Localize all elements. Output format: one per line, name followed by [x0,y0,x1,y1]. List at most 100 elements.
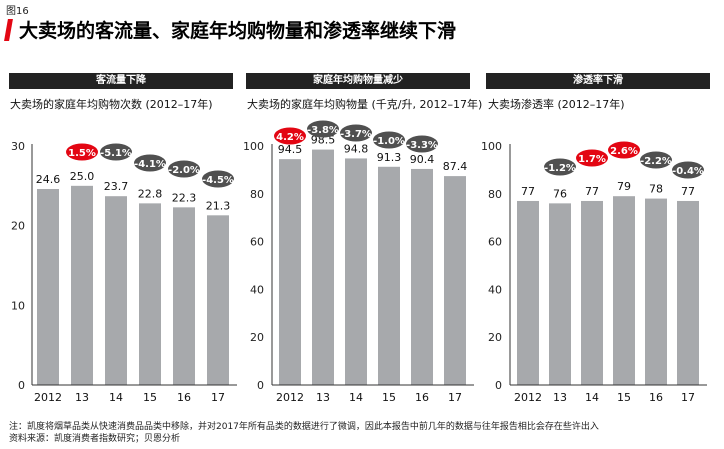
figure-label: 图16 [6,6,29,17]
x-tick-label: 15 [617,391,631,404]
x-tick-label: 2012 [34,391,62,404]
decline-bubble [168,160,200,178]
x-tick-label: 17 [681,391,695,404]
y-tick-label: 10 [11,299,25,312]
change-label: -1.0% [373,136,405,147]
data-label: 25.0 [70,170,95,183]
x-tick-label: 15 [143,391,157,404]
panel-2-header: 家庭年均购物量减少 [246,73,470,89]
x-tick-label: 2012 [514,391,542,404]
y-tick-label: 100 [243,140,264,153]
bar [105,196,127,385]
bar [581,200,603,385]
data-label: 76 [553,187,567,200]
y-tick-label: 40 [250,283,264,296]
change-label: -4.1% [134,159,166,170]
change-label: -3.3% [406,140,438,151]
bar [549,203,571,385]
y-tick-label: 20 [250,331,264,344]
data-label: 78 [649,183,663,196]
y-tick-label: 20 [488,331,502,344]
decline-bubble [307,120,339,138]
x-tick-label: 17 [448,391,462,404]
bar [173,207,195,385]
y-tick-label: 40 [488,283,502,296]
bar [378,166,400,385]
bar [312,149,334,385]
decline-bubble [340,124,372,142]
x-tick-label: 14 [349,391,363,404]
x-tick-label: 13 [75,391,89,404]
change-label: 4.2% [276,132,304,143]
footnote: 注：凯度将烟草品类从快速消费品品类中移除，并对2017年所有品类的数据进行了微调… [9,422,599,432]
x-tick-label: 2012 [276,391,304,404]
x-tick-label: 16 [415,391,429,404]
figure-title: 大卖场的客流量、家庭年均购物量和渗透率继续下滑 [19,20,457,42]
x-tick-label: 13 [553,391,567,404]
decline-bubble [544,158,576,176]
panel-3-header: 渗透率下滑 [486,73,710,89]
x-tick-label: 17 [211,391,225,404]
bar [279,159,301,385]
y-tick-label: 0 [18,379,25,392]
data-label: 90.4 [410,153,435,166]
data-label: 22.8 [138,187,163,200]
x-tick-label: 16 [649,391,663,404]
change-label: -2.2% [640,156,672,167]
change-label: -3.7% [340,129,372,140]
data-label: 77 [585,185,599,198]
data-label: 24.6 [36,173,61,186]
panel-3-subtitle: 大卖场渗透率 (2012–17年) [488,98,625,111]
y-tick-label: 60 [250,236,264,249]
data-label: 94.8 [344,142,369,155]
decline-bubble [134,154,166,172]
x-tick-label: 16 [177,391,191,404]
data-label: 79 [617,180,631,193]
panel-1-subtitle: 大卖场的家庭年均购物次数 (2012–17年) [10,98,213,111]
x-tick-label: 13 [316,391,330,404]
bar [37,189,59,385]
y-tick-label: 60 [488,236,502,249]
change-label: -5.1% [100,148,132,159]
y-tick-label: 20 [11,220,25,233]
decline-bubble [640,151,672,169]
decline-bubble [373,131,405,149]
data-label: 77 [681,185,695,198]
change-label: 1.7% [578,154,606,165]
bar [444,176,466,385]
decline-bubble [100,143,132,161]
panel-1-header: 客流量下降 [9,73,233,89]
decline-bubble [202,170,234,188]
bar [139,203,161,385]
y-tick-label: 30 [11,140,25,153]
change-label: -0.4% [672,166,704,177]
x-tick-label: 15 [382,391,396,404]
bar [207,215,229,385]
data-label: 21.3 [206,199,231,212]
change-label: -3.8% [307,125,339,136]
bar [517,200,539,385]
x-tick-label: 14 [109,391,123,404]
data-label: 77 [521,185,535,198]
source-note: 资料来源：凯度消费者指数研究；贝恩分析 [9,434,181,444]
bar [71,185,93,385]
change-label: 1.5% [68,148,96,159]
data-label: 94.5 [278,143,303,156]
data-label: 23.7 [104,180,129,193]
growth-bubble [608,141,640,159]
data-label: 91.3 [377,151,402,164]
bar [411,168,433,385]
panel-2-subtitle: 大卖场的家庭年均购物量 (千克/升, 2012–17年) [247,98,483,111]
data-label: 22.3 [172,191,197,204]
y-tick-label: 0 [495,379,502,392]
y-tick-label: 80 [488,188,502,201]
y-tick-label: 80 [250,188,264,201]
data-label: 87.4 [443,160,468,173]
y-tick-label: 0 [257,379,264,392]
change-label: -1.2% [544,163,576,174]
decline-bubble [406,135,438,153]
decline-bubble [672,161,704,179]
growth-bubble [576,149,608,167]
x-tick-label: 14 [585,391,599,404]
